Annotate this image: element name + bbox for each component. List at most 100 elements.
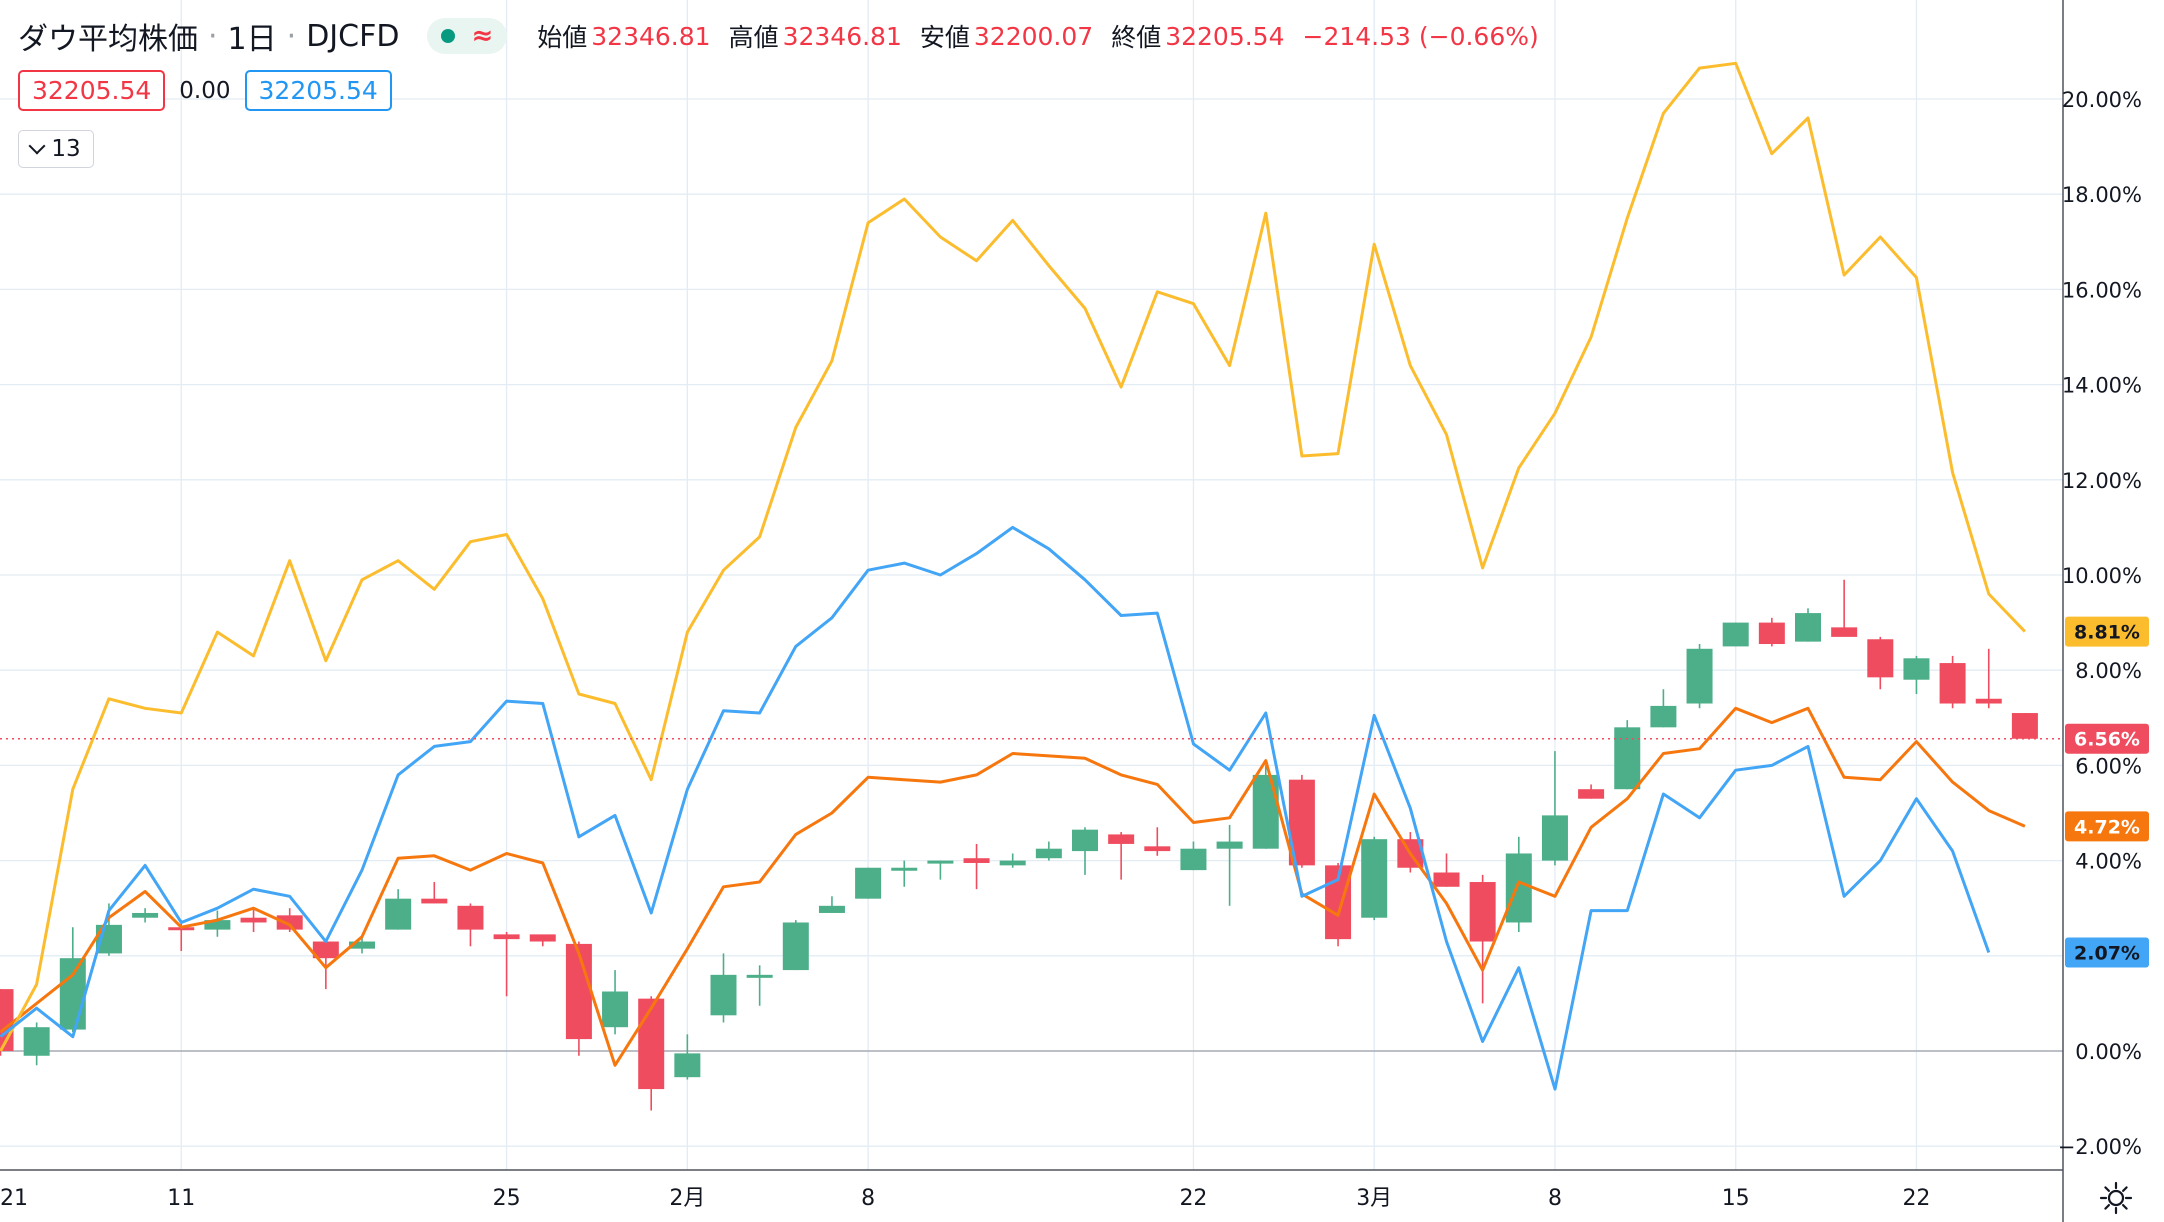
interval-label[interactable]: 1日 — [227, 22, 277, 57]
last-value-badge — [2065, 616, 2149, 647]
last-value-badge — [2065, 811, 2149, 842]
candle-down — [240, 917, 267, 923]
candle-up — [602, 991, 629, 1028]
price-tick-label: 0.00% — [2075, 1040, 2142, 1064]
candlestick-series — [0, 579, 2038, 1111]
last-value-text: 8.81% — [2074, 622, 2140, 644]
price-tick-label: 20.00% — [2062, 88, 2142, 112]
candle-down — [2011, 713, 2038, 739]
buy-button[interactable]: 32205.54 — [244, 70, 392, 111]
close-value: 32205.54 — [1165, 21, 1285, 51]
open-label: 始値 — [537, 23, 588, 52]
price-tick-label: 16.00% — [2062, 278, 2142, 302]
last-value-text: 2.07% — [2074, 942, 2140, 964]
candle-down — [1867, 639, 1894, 678]
candle-up — [1686, 648, 1713, 704]
candle-down — [493, 934, 520, 940]
last-value-text: 6.56% — [2074, 729, 2140, 751]
sell-button[interactable]: 32205.54 — [18, 70, 166, 111]
candle-up — [23, 1027, 50, 1056]
grid-lines — [0, 0, 2063, 1170]
candle-down — [1831, 627, 1858, 637]
time-axis[interactable]: 21 11 25 2月 8 22 3月 8 15 22 — [0, 1186, 1930, 1211]
market-status-pill[interactable]: ≈ — [427, 18, 508, 54]
candle-up — [1795, 613, 1821, 642]
price-tick-label: −2.00% — [2058, 1135, 2142, 1159]
low-label: 安値 — [919, 23, 970, 52]
candle-up — [1614, 727, 1641, 790]
candle-up — [1650, 705, 1677, 728]
time-tick-label: 8 — [861, 1186, 875, 1211]
candle-down — [529, 934, 556, 942]
candle-up — [1180, 848, 1207, 871]
candle-up — [1722, 622, 1749, 647]
candle-up — [1505, 853, 1532, 923]
time-tick-label: 22 — [1902, 1186, 1930, 1211]
series-line — [0, 706, 2026, 1067]
candle-up — [674, 1053, 701, 1078]
price-tick-label: 10.00% — [2062, 564, 2142, 588]
candle-up — [1903, 658, 1930, 680]
candle-up — [746, 974, 773, 978]
last-value-labels: 8.81% 6.56% 4.72% 2.07% — [2065, 616, 2149, 968]
price-axis[interactable]: −2.00%0.00%2.00%4.00%6.00%8.00%10.00%12.… — [2058, 88, 2142, 1159]
candle-down — [1939, 663, 1966, 704]
time-tick-label: 25 — [493, 1186, 521, 1211]
candle-down — [1578, 789, 1605, 799]
open-value: 32346.81 — [591, 21, 711, 51]
price-tick-label: 8.00% — [2075, 659, 2142, 683]
time-tick-label: 11 — [167, 1186, 195, 1211]
close-label: 終値 — [1111, 23, 1162, 52]
price-tick-label: 6.00% — [2075, 754, 2142, 778]
symbol-legend: ダウ平均株価 · 1日 · DJCFD ≈ 始値 32346.81 高値 323… — [18, 14, 1539, 58]
candle-down — [638, 998, 665, 1090]
candle-up — [1072, 829, 1098, 852]
last-value-badge — [2065, 723, 2149, 754]
candle-up — [1252, 774, 1279, 849]
source-label: DJCFD — [306, 18, 400, 54]
candle-down — [457, 905, 484, 930]
change-value: −214.53 (−0.66%) — [1302, 21, 1539, 51]
time-tick-label: 21 — [0, 1186, 28, 1211]
candle-up — [818, 905, 845, 913]
price-tick-label: 12.00% — [2062, 469, 2142, 493]
last-value-text: 4.72% — [2074, 816, 2140, 838]
candle-up — [999, 860, 1026, 866]
separator-dot: · — [286, 18, 297, 54]
series-line — [0, 61, 2026, 1052]
candle-down — [1433, 872, 1460, 887]
candle-down — [1108, 834, 1135, 844]
candle-up — [782, 922, 809, 971]
settings-gear-icon[interactable] — [2098, 1180, 2134, 1216]
candle-down — [312, 941, 339, 959]
delayed-data-icon: ≈ — [471, 21, 494, 51]
time-tick-label: 2月 — [669, 1186, 705, 1211]
candle-up — [1361, 839, 1388, 918]
indicator-count: 13 — [51, 136, 81, 162]
candle-down — [963, 858, 990, 863]
candle-down — [421, 898, 448, 904]
indicators-toggle-button[interactable]: 13 — [18, 130, 94, 168]
candle-down — [1469, 882, 1496, 942]
candle-down — [168, 927, 195, 931]
price-tick-label: 18.00% — [2062, 183, 2142, 207]
price-tick-label: 14.00% — [2062, 374, 2142, 398]
candle-up — [1035, 848, 1062, 859]
time-tick-label: 15 — [1722, 1186, 1750, 1211]
candle-up — [710, 974, 737, 1016]
candle-down — [1975, 698, 2002, 704]
candle-up — [132, 912, 159, 918]
trade-toolbar: 32205.54 0.00 32205.54 — [18, 70, 392, 111]
time-tick-label: 8 — [1548, 1186, 1562, 1211]
candle-up — [855, 867, 882, 899]
candle-up — [927, 860, 954, 864]
time-tick-label: 22 — [1179, 1186, 1207, 1211]
candle-up — [891, 867, 918, 871]
chevron-down-icon — [28, 137, 46, 155]
series-line — [0, 525, 1991, 1091]
candle-down — [276, 915, 303, 930]
symbol-name[interactable]: ダウ平均株価 — [18, 22, 198, 57]
price-tick-label: 4.00% — [2075, 850, 2142, 874]
high-label: 高値 — [728, 23, 779, 52]
